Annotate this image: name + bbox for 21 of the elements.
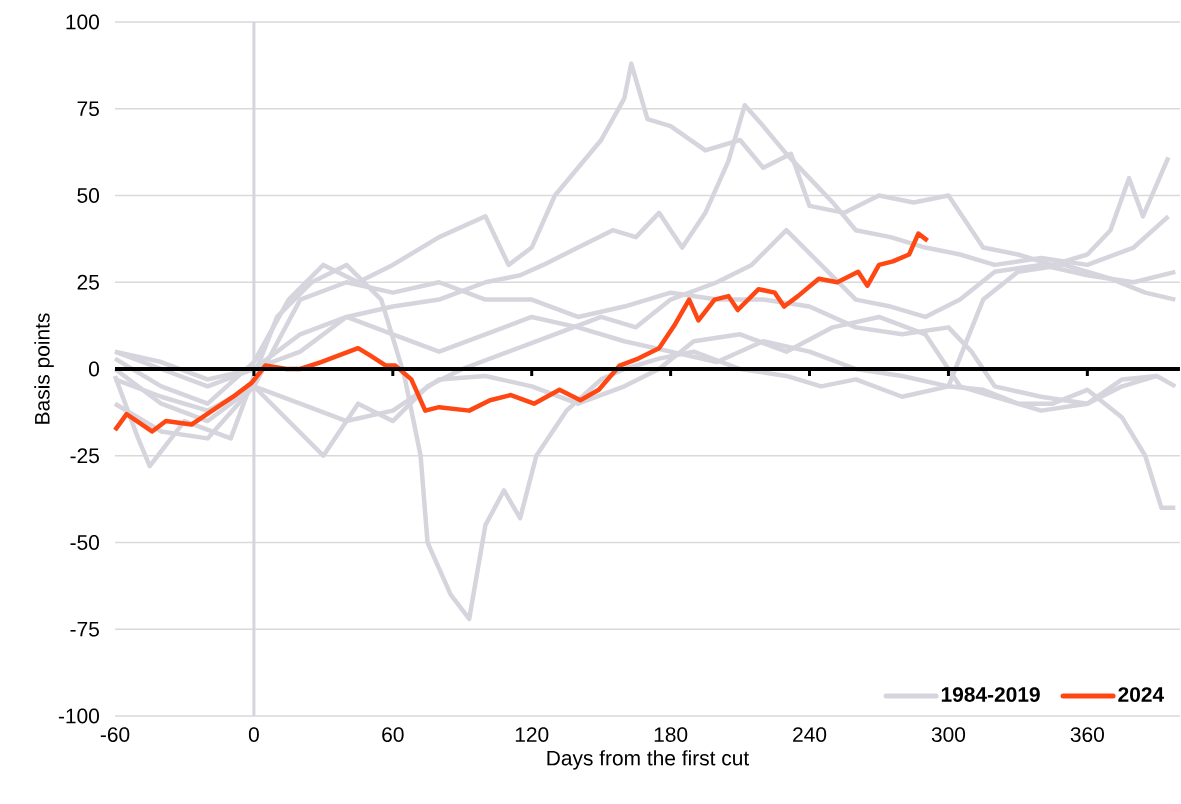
x-tick-label: 60	[382, 727, 404, 742]
y-tick-label: -25	[70, 448, 99, 464]
y-tick-label: 25	[77, 274, 99, 290]
x-tick-label: 360	[1070, 727, 1104, 742]
x-tick-label: -60	[100, 727, 130, 742]
y-axis-title: Basis points	[34, 313, 54, 424]
y-tick-label: 0	[89, 361, 99, 377]
x-tick-label: 180	[654, 727, 688, 742]
legend-label: 1984-2019	[941, 687, 1040, 702]
y-tick-label: -75	[70, 621, 99, 637]
y-tick-label: -100	[58, 708, 99, 724]
y-tick-label: 100	[66, 14, 99, 30]
x-axis-title: Days from the first cut	[547, 750, 750, 770]
x-tick-label: 300	[931, 727, 966, 742]
y-tick-label: -50	[70, 535, 99, 550]
y-tick-label: 75	[77, 101, 99, 117]
x-tick-label: 0	[248, 727, 259, 742]
y-tick-label: 50	[77, 188, 99, 203]
x-tick-label: 240	[793, 727, 827, 742]
x-tick-label: 120	[515, 727, 549, 742]
legend-label: 2024	[1118, 687, 1164, 702]
